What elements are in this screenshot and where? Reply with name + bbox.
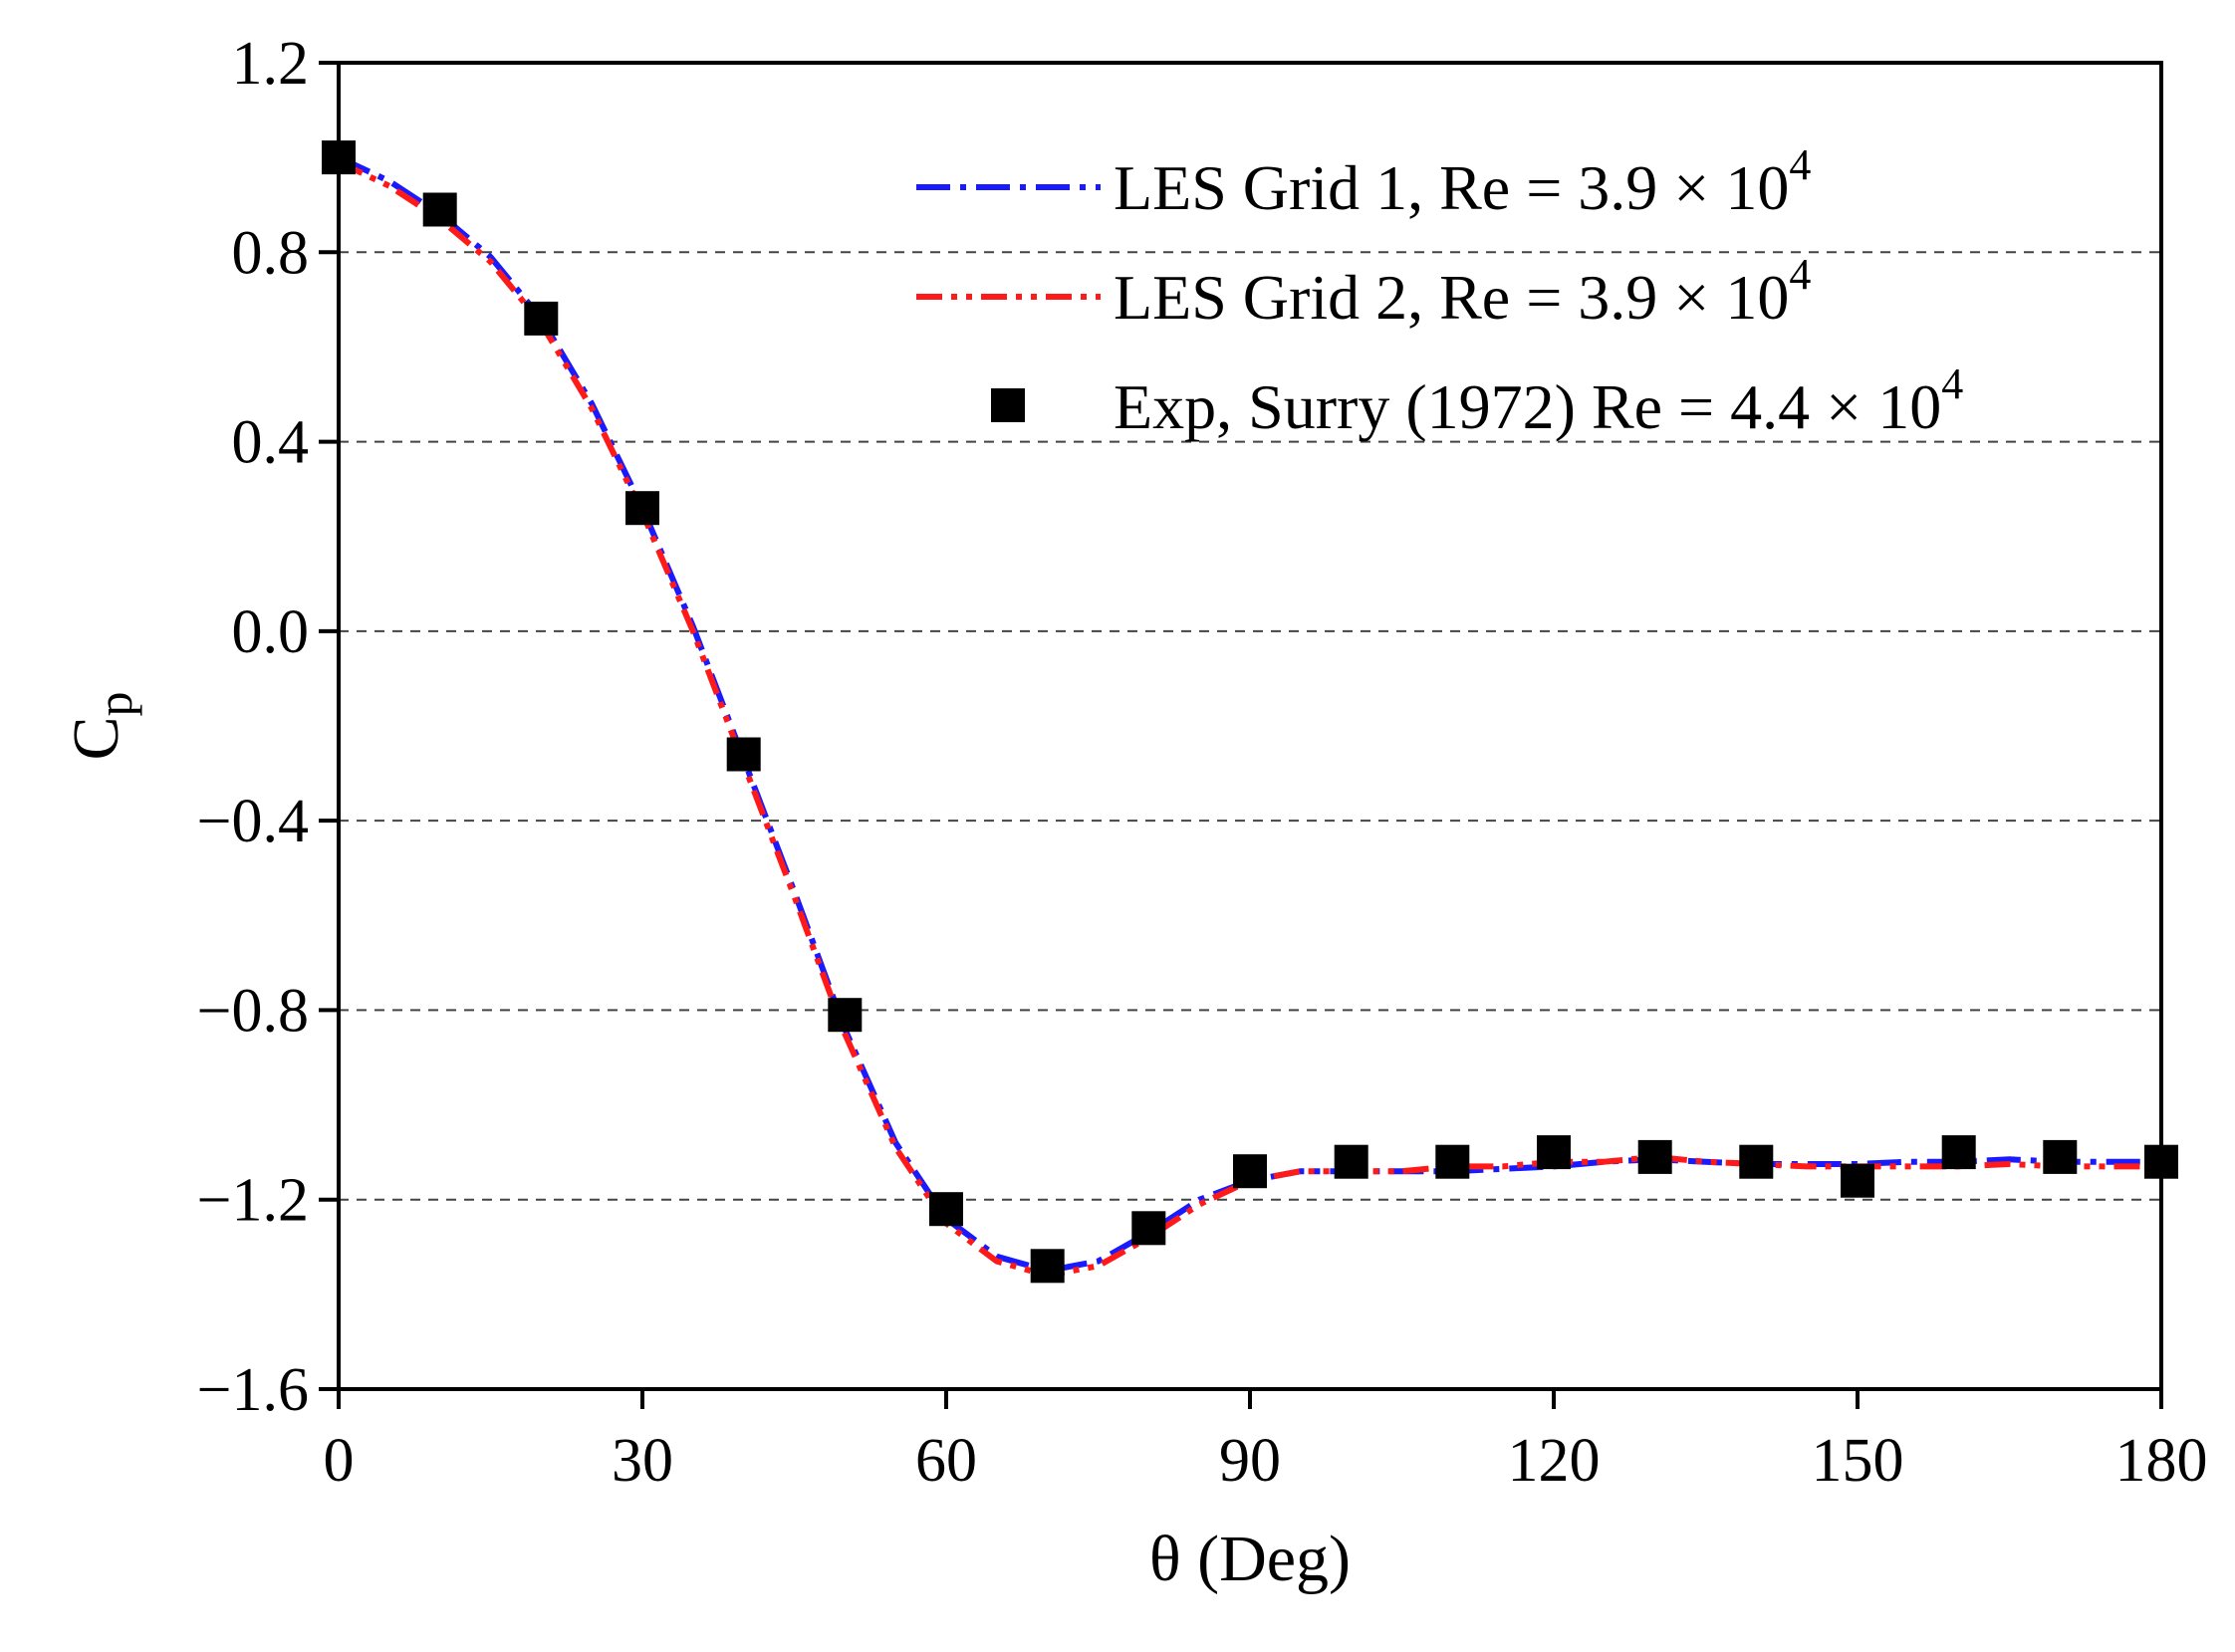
y-tick-label: 0.8 <box>232 219 310 287</box>
y-tick-label: −0.8 <box>197 977 309 1045</box>
x-tick-label: 30 <box>612 1427 673 1495</box>
x-axis-label: θ (Deg) <box>1149 1523 1351 1595</box>
experiment-data-point <box>726 737 761 772</box>
x-tick-label: 90 <box>1219 1427 1281 1495</box>
y-axis-label-subscript: p <box>87 691 142 716</box>
legend-label-les-grid-1-text: LES Grid 1, Re = 3.9 × 10 <box>1114 152 1789 223</box>
experiment-data-point <box>929 1192 963 1227</box>
legend-swatch-experiment <box>991 388 1025 422</box>
y-tick-label: −0.4 <box>197 788 309 855</box>
experiment-data-point <box>625 491 659 526</box>
y-axis-label-main: C <box>60 716 132 760</box>
axis-tick-labels: 1.2 0.8 0.4 0.0 −0.4 −0.8 −1.2 −1.60 30 60 90 120 15… <box>197 30 2208 1495</box>
experiment-data-point <box>422 192 457 227</box>
y-tick-label: 0.4 <box>232 409 310 477</box>
y-tick-label: 1.2 <box>232 30 310 98</box>
legend-label-les-grid-2-text: LES Grid 2, Re = 3.9 × 10 <box>1114 262 1789 333</box>
legend-label-les-grid-1: LES Grid 1, Re = 3.9 × 104 <box>1114 140 1811 223</box>
legend-label-les-grid-2: LES Grid 2, Re = 3.9 × 104 <box>1114 250 1811 333</box>
x-tick-label: 120 <box>1508 1427 1601 1495</box>
legend-label-les-grid-2-exponent: 4 <box>1789 250 1811 299</box>
x-tick-label: 150 <box>1812 1427 1904 1495</box>
experiment-data-point <box>1435 1144 1470 1179</box>
y-tick-label: −1.2 <box>197 1167 309 1235</box>
experiment-data-point <box>828 998 863 1033</box>
legend-label-experiment-exponent: 4 <box>1941 359 1963 408</box>
experiment-data-point <box>2043 1139 2078 1174</box>
experiment-data-point <box>1131 1211 1166 1246</box>
experiment-data-point <box>1841 1163 1874 1198</box>
y-axis-label: Cp <box>60 691 142 760</box>
legend-label-experiment: Exp, Surry (1972) Re = 4.4 × 104 <box>1114 359 1963 442</box>
experiment-data-point <box>1537 1135 1571 1170</box>
axis-ticks <box>319 61 2163 1409</box>
y-tick-label: −1.6 <box>197 1356 309 1424</box>
legend-label-experiment-text: Exp, Surry (1972) Re = 4.4 × 10 <box>1114 371 1941 442</box>
experiment-data-point <box>524 301 559 336</box>
experiment-data-point <box>1739 1144 1774 1179</box>
legend-label-les-grid-1-exponent: 4 <box>1789 140 1811 189</box>
x-tick-label: 0 <box>324 1427 355 1495</box>
x-tick-label: 180 <box>2115 1427 2208 1495</box>
experiment-data-point <box>1637 1139 1672 1174</box>
x-tick-label: 60 <box>915 1427 977 1495</box>
experiment-data-point <box>1941 1135 1976 1170</box>
chart-legend: LES Grid 1, Re = 3.9 × 104 LES Grid 2, R… <box>916 140 1963 442</box>
experiment-data-point <box>1334 1144 1368 1179</box>
y-tick-label: 0.0 <box>232 598 310 666</box>
experiment-markers <box>322 140 2178 1284</box>
experiment-data-point <box>1233 1154 1267 1189</box>
experiment-data-point <box>1030 1249 1065 1284</box>
